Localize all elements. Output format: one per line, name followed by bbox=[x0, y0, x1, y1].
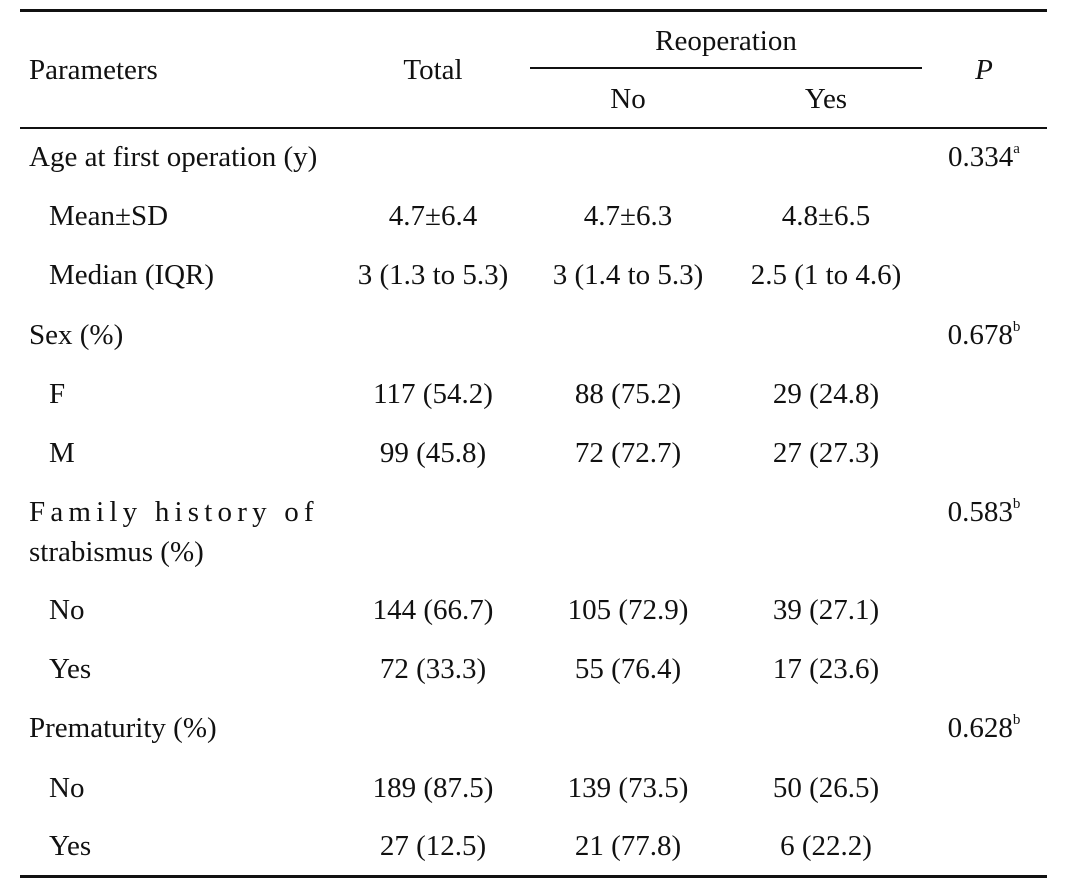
cell-no: 105 (72.9) bbox=[567, 594, 689, 626]
p-value: 0.628b bbox=[948, 711, 1021, 745]
p-superscript: b bbox=[1012, 712, 1021, 728]
row-label: No bbox=[49, 772, 85, 804]
header-p: P bbox=[975, 54, 993, 86]
cell-total: 3 (1.3 to 5.3) bbox=[357, 259, 509, 291]
cell-no: 139 (73.5) bbox=[567, 772, 689, 804]
cell-no: 55 (76.4) bbox=[574, 653, 682, 685]
cell-total: 189 (87.5) bbox=[372, 772, 494, 804]
top-rule bbox=[20, 9, 1047, 12]
reoperation-rule bbox=[530, 67, 922, 69]
cell-yes: 6 (22.2) bbox=[780, 830, 872, 862]
header-reoperation: Reoperation bbox=[655, 25, 797, 57]
row-label: Sex (%) bbox=[29, 319, 124, 351]
cell-no: 4.7±6.3 bbox=[583, 200, 673, 232]
row-label: Family history of bbox=[29, 496, 319, 528]
cell-no: 21 (77.8) bbox=[574, 830, 682, 862]
row-label: No bbox=[49, 594, 85, 626]
p-number: 0.678 bbox=[947, 319, 1013, 351]
bottom-rule bbox=[20, 875, 1047, 878]
p-value: 0.583b bbox=[948, 495, 1021, 529]
header-parameters: Parameters bbox=[29, 54, 158, 86]
cell-total: 117 (54.2) bbox=[373, 378, 493, 410]
cell-total: 144 (66.7) bbox=[372, 594, 494, 626]
row-label: Median (IQR) bbox=[49, 259, 215, 291]
cell-yes: 39 (27.1) bbox=[772, 594, 880, 626]
row-label: Mean±SD bbox=[49, 200, 169, 232]
header-no: No bbox=[610, 83, 646, 115]
cell-yes: 29 (24.8) bbox=[772, 378, 880, 410]
row-label-continued: strabismus (%) bbox=[29, 536, 204, 568]
p-value: 0.678b bbox=[948, 318, 1021, 352]
header-rule bbox=[20, 127, 1047, 129]
cell-total: 27 (12.5) bbox=[379, 830, 487, 862]
row-label: Yes bbox=[49, 653, 92, 685]
p-number: 0.628 bbox=[947, 712, 1013, 744]
cell-no: 88 (75.2) bbox=[574, 378, 682, 410]
p-value: 0.334a bbox=[948, 140, 1020, 174]
cell-total: 72 (33.3) bbox=[379, 653, 487, 685]
header-yes: Yes bbox=[804, 83, 848, 115]
p-number: 0.334 bbox=[948, 141, 1014, 173]
cell-total: 99 (45.8) bbox=[379, 437, 487, 469]
row-label: F bbox=[49, 378, 66, 410]
cell-yes: 27 (27.3) bbox=[772, 437, 880, 469]
row-label: Age at first operation (y) bbox=[29, 141, 318, 173]
p-number: 0.583 bbox=[947, 496, 1013, 528]
cell-no: 72 (72.7) bbox=[574, 437, 682, 469]
row-label: Prematurity (%) bbox=[29, 712, 217, 744]
cell-yes: 2.5 (1 to 4.6) bbox=[750, 259, 902, 291]
header-total: Total bbox=[403, 54, 463, 86]
cell-no: 3 (1.4 to 5.3) bbox=[552, 259, 704, 291]
cell-yes: 4.8±6.5 bbox=[781, 200, 871, 232]
p-superscript: b bbox=[1012, 496, 1021, 512]
p-superscript: a bbox=[1013, 141, 1020, 157]
cell-yes: 50 (26.5) bbox=[772, 772, 880, 804]
row-label: M bbox=[49, 437, 75, 469]
row-label: Yes bbox=[49, 830, 92, 862]
cell-total: 4.7±6.4 bbox=[388, 200, 478, 232]
cell-yes: 17 (23.6) bbox=[772, 653, 880, 685]
p-superscript: b bbox=[1012, 319, 1021, 335]
